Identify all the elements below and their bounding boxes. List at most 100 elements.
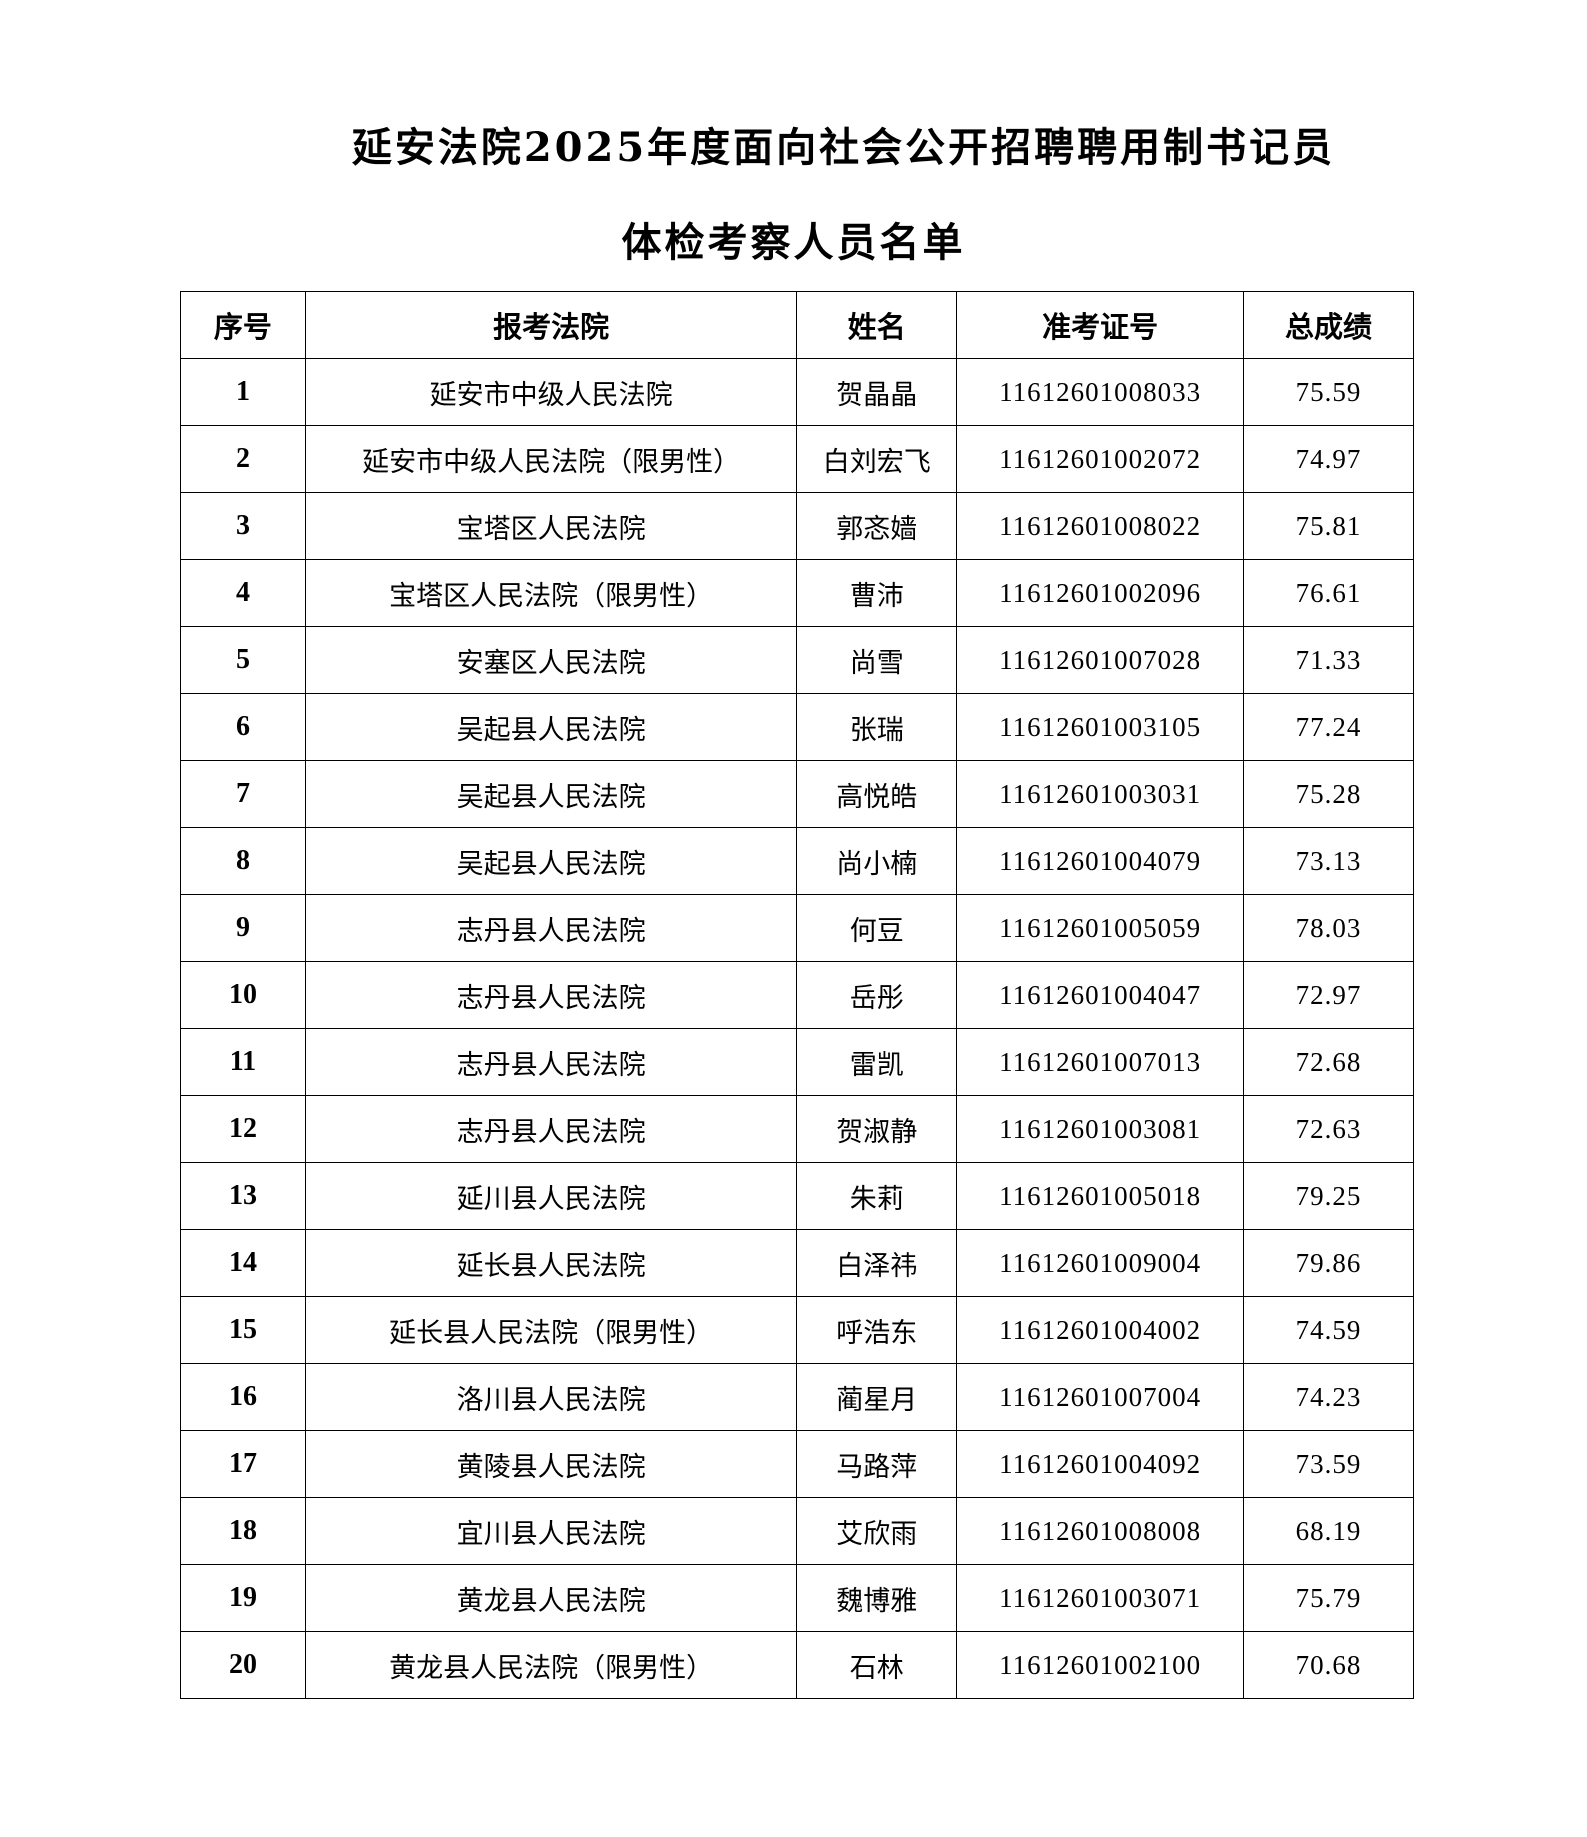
cell-exam-id: 11612601009004 (956, 1229, 1245, 1297)
cell-court: 吴起县人民法院 (304, 827, 798, 895)
cell-index: 9 (180, 894, 306, 962)
cell-exam-id: 11612601007013 (956, 1028, 1245, 1096)
cell-name: 贺淑静 (796, 1095, 958, 1163)
cell-score: 79.86 (1243, 1229, 1414, 1297)
cell-exam-id: 11612601004002 (956, 1296, 1245, 1364)
header-exam-id: 准考证号 (956, 291, 1245, 359)
cell-exam-id: 11612601002072 (956, 425, 1245, 493)
cell-score: 71.33 (1243, 626, 1414, 694)
table-row: 18 宜川县人民法院 艾欣雨 11612601008008 68.19 (180, 1497, 1414, 1565)
document-subtitle: 体检考察人员名单 (621, 219, 966, 266)
table-row: 11 志丹县人民法院 雷凯 11612601007013 72.68 (180, 1028, 1414, 1096)
cell-court: 志丹县人民法院 (304, 961, 798, 1029)
cell-name: 呼浩东 (796, 1296, 958, 1364)
cell-exam-id: 11612601007004 (956, 1363, 1245, 1431)
cell-exam-id: 11612601008033 (956, 358, 1245, 426)
cell-index: 19 (180, 1564, 306, 1632)
table-row: 16 洛川县人民法院 蔺星月 11612601007004 74.23 (180, 1363, 1414, 1431)
cell-court: 黄龙县人民法院（限男性） (304, 1631, 798, 1699)
table-row: 13 延川县人民法院 朱莉 11612601005018 79.25 (180, 1162, 1414, 1230)
cell-court: 延安市中级人民法院 (304, 358, 798, 426)
document-title: 延安法院2025年度面向社会公开招聘聘用制书记员 (351, 124, 1336, 171)
header-name: 姓名 (796, 291, 958, 359)
table-row: 2 延安市中级人民法院（限男性） 白刘宏飞 11612601002072 74.97 (180, 425, 1414, 493)
table-row: 5 安塞区人民法院 尚雪 11612601007028 71.33 (180, 626, 1414, 694)
cell-name: 朱莉 (796, 1162, 958, 1230)
cell-name: 石林 (796, 1631, 958, 1699)
table-row: 10 志丹县人民法院 岳彤 11612601004047 72.97 (180, 961, 1414, 1029)
cell-score: 70.68 (1243, 1631, 1414, 1699)
cell-score: 74.23 (1243, 1363, 1414, 1431)
cell-exam-id: 11612601005018 (956, 1162, 1245, 1230)
cell-name: 贺晶晶 (796, 358, 958, 426)
cell-court: 宝塔区人民法院 (304, 492, 798, 560)
cell-score: 75.81 (1243, 492, 1414, 560)
cell-index: 5 (180, 626, 306, 694)
cell-index: 4 (180, 559, 306, 627)
cell-exam-id: 11612601002096 (956, 559, 1245, 627)
cell-exam-id: 11612601007028 (956, 626, 1245, 694)
cell-name: 马路萍 (796, 1430, 958, 1498)
cell-score: 76.61 (1243, 559, 1414, 627)
cell-court: 宜川县人民法院 (304, 1497, 798, 1565)
cell-name: 曹沛 (796, 559, 958, 627)
table-row: 20 黄龙县人民法院（限男性） 石林 11612601002100 70.68 (180, 1631, 1414, 1699)
table-row: 7 吴起县人民法院 高悦皓 11612601003031 75.28 (180, 760, 1414, 828)
cell-score: 77.24 (1243, 693, 1414, 761)
cell-name: 白泽祎 (796, 1229, 958, 1297)
header-court: 报考法院 (304, 291, 798, 359)
cell-score: 68.19 (1243, 1497, 1414, 1565)
cell-exam-id: 11612601004092 (956, 1430, 1245, 1498)
cell-index: 13 (180, 1162, 306, 1230)
table-row: 15 延长县人民法院（限男性） 呼浩东 11612601004002 74.59 (180, 1296, 1414, 1364)
cell-score: 72.68 (1243, 1028, 1414, 1096)
cell-court: 志丹县人民法院 (304, 894, 798, 962)
cell-score: 78.03 (1243, 894, 1414, 962)
cell-score: 75.28 (1243, 760, 1414, 828)
cell-index: 7 (180, 760, 306, 828)
cell-index: 14 (180, 1229, 306, 1297)
cell-index: 15 (180, 1296, 306, 1364)
cell-score: 75.59 (1243, 358, 1414, 426)
cell-court: 洛川县人民法院 (304, 1363, 798, 1431)
cell-exam-id: 11612601008008 (956, 1497, 1245, 1565)
cell-index: 2 (180, 425, 306, 493)
cell-name: 白刘宏飞 (796, 425, 958, 493)
cell-index: 1 (180, 358, 306, 426)
cell-court: 延长县人民法院（限男性） (304, 1296, 798, 1364)
cell-exam-id: 11612601002100 (956, 1631, 1245, 1699)
cell-index: 3 (180, 492, 306, 560)
cell-exam-id: 11612601005059 (956, 894, 1245, 962)
cell-court: 吴起县人民法院 (304, 693, 798, 761)
cell-court: 宝塔区人民法院（限男性） (304, 559, 798, 627)
cell-exam-id: 11612601003105 (956, 693, 1245, 761)
cell-exam-id: 11612601003031 (956, 760, 1245, 828)
cell-exam-id: 11612601004079 (956, 827, 1245, 895)
cell-exam-id: 11612601003081 (956, 1095, 1245, 1163)
table-row: 14 延长县人民法院 白泽祎 11612601009004 79.86 (180, 1229, 1414, 1297)
cell-index: 17 (180, 1430, 306, 1498)
cell-name: 张瑞 (796, 693, 958, 761)
candidate-table: 序号 报考法院 姓名 准考证号 总成绩 1 延安市中级人民法院 贺晶晶 11612601008… (180, 291, 1414, 1699)
cell-name: 尚雪 (796, 626, 958, 694)
cell-score: 72.97 (1243, 961, 1414, 1029)
cell-exam-id: 11612601004047 (956, 961, 1245, 1029)
cell-court: 安塞区人民法院 (304, 626, 798, 694)
cell-exam-id: 11612601003071 (956, 1564, 1245, 1632)
cell-index: 20 (180, 1631, 306, 1699)
table-row: 9 志丹县人民法院 何豆 11612601005059 78.03 (180, 894, 1414, 962)
cell-name: 魏博雅 (796, 1564, 958, 1632)
table-row: 6 吴起县人民法院 张瑞 11612601003105 77.24 (180, 693, 1414, 761)
cell-index: 16 (180, 1363, 306, 1431)
cell-name: 高悦皓 (796, 760, 958, 828)
cell-name: 雷凯 (796, 1028, 958, 1096)
cell-court: 黄陵县人民法院 (304, 1430, 798, 1498)
cell-score: 74.97 (1243, 425, 1414, 493)
cell-score: 79.25 (1243, 1162, 1414, 1230)
header-score: 总成绩 (1243, 291, 1414, 359)
table-row: 12 志丹县人民法院 贺淑静 11612601003081 72.63 (180, 1095, 1414, 1163)
cell-score: 72.63 (1243, 1095, 1414, 1163)
header-index: 序号 (180, 291, 306, 359)
cell-index: 11 (180, 1028, 306, 1096)
cell-index: 10 (180, 961, 306, 1029)
